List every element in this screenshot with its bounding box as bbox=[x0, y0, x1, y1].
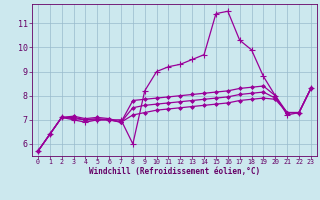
X-axis label: Windchill (Refroidissement éolien,°C): Windchill (Refroidissement éolien,°C) bbox=[89, 167, 260, 176]
